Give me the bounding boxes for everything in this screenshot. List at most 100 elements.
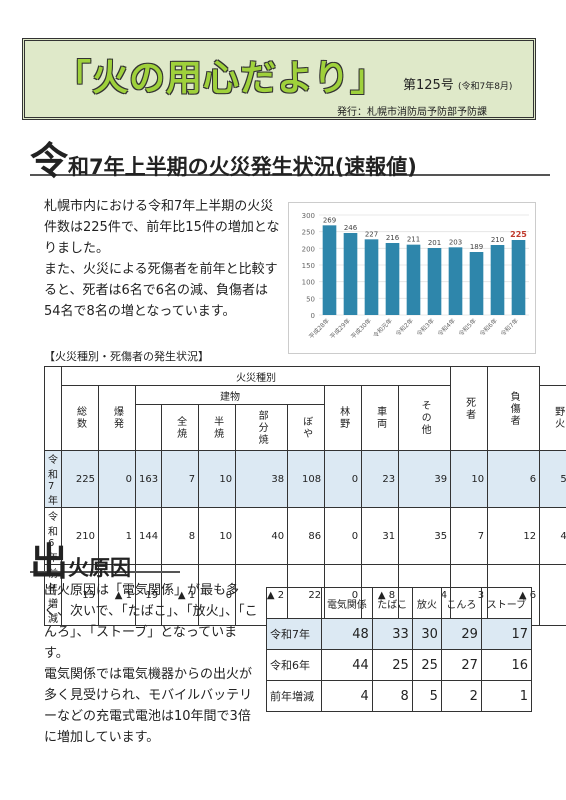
table-cell: 39 [398, 450, 452, 508]
table-cell: 25 [371, 649, 413, 681]
table-cell: 23 [361, 450, 400, 508]
bar [385, 243, 400, 315]
section1-paragraph1: 札幌市内における令和7年上半期の火災件数は225件で、前年比15件の増加となりま… [44, 199, 280, 256]
section2-text: 出火原因は「電気関係」が最も多く、次いで、「たばこ」、「放火」、「こんろ」、「ス… [44, 580, 259, 748]
section1-paragraph2: また、火災による死傷者を前年と比較すると、死者は6名で6名の減、負傷者は54名で… [44, 262, 278, 319]
table-cell: 16 [480, 649, 533, 681]
issue-date: (令和7年8月) [457, 82, 513, 92]
data-label: 227 [365, 230, 378, 238]
table1-h-half: 半焼 [198, 404, 237, 451]
table-cell: 0 [324, 507, 363, 565]
y-tick-label: 300 [302, 212, 315, 220]
table-cell: 35 [398, 507, 452, 565]
table1-h-partial: 部分焼 [235, 404, 289, 451]
column-header: たばこ [371, 587, 413, 619]
table-cell: 30 [411, 618, 442, 650]
table-cell: 8 [161, 507, 200, 565]
header-banner: 「火の用心だより」 第125号 (令和7年8月) 発行：札幌市消防局予防部予防課 [22, 38, 536, 120]
column-header: ストーブ [480, 587, 533, 619]
row-label: 令和7年 [265, 618, 323, 650]
column-header: 放火 [411, 587, 442, 619]
bar [406, 244, 421, 315]
table-row: 令和7年2250163710381080233910654 [44, 450, 566, 508]
y-tick-label: 50 [306, 295, 315, 303]
y-tick-label: 200 [302, 245, 315, 253]
section2-paragraph1: 出火原因は「電気関係」が最も多く、次いで、「たばこ」、「放火」、「こんろ」、「ス… [44, 583, 258, 661]
publisher: 発行：札幌市消防局予防部予防課 [337, 107, 487, 118]
row-label: 令和6年 [44, 507, 62, 565]
row-label: 令和7年 [44, 450, 62, 508]
row-label: 令和6年 [265, 649, 323, 681]
table-cell: 29 [440, 618, 482, 650]
x-tick-label: 平成29年 [328, 317, 352, 341]
x-tick-label: 令和5年 [457, 317, 478, 338]
table-cell: 54 [539, 450, 566, 508]
bar [343, 233, 358, 315]
table-cell: 210 [61, 507, 99, 565]
issue-label: 第125号 [403, 78, 454, 93]
table1-building-total-hdr [134, 404, 163, 451]
table-cell: 2 [440, 680, 482, 712]
table-cell: 144 [134, 507, 163, 565]
section1-text: 札幌市内における令和7年上半期の火災件数は225件で、前年比15件の増加となりま… [44, 196, 284, 322]
fire-cause-table: 電気関係 たばこ 放火 こんろ ストーブ 令和7年 48 33 30 29 17 令和6年 44 25 2… [265, 587, 533, 712]
table1-corner [44, 366, 62, 451]
x-tick-label: 令和3年 [415, 317, 436, 338]
table1-h-vehicle: 車両 [361, 385, 400, 451]
column-header: 電気関係 [321, 587, 373, 619]
x-tick-label: 令和4年 [436, 317, 457, 338]
table-cell: 86 [287, 507, 326, 565]
table-cell: 27 [440, 649, 482, 681]
x-tick-label: 令和元年 [371, 317, 394, 340]
table-row: 前年増減 4 8 5 2 1 [265, 680, 533, 712]
table1-caption: 【火災種別・死傷者の発生状況】 [44, 350, 209, 363]
table-cell: 8 [371, 680, 413, 712]
table-cell: 40 [235, 507, 289, 565]
data-label: 246 [344, 224, 358, 232]
x-tick-label: 令和7年 [499, 317, 520, 338]
table1-h-dead: 死者 [450, 366, 489, 451]
table-cell: 163 [134, 450, 163, 508]
table2-body: 令和7年 48 33 30 29 17 令和6年 44 25 25 27 16 前年増減 4 8 5 2 1 [265, 618, 533, 712]
data-label: 201 [428, 239, 441, 247]
x-tick-label: 平成28年 [307, 317, 331, 341]
table-cell: 6 [487, 450, 541, 508]
y-tick-label: 100 [302, 279, 315, 287]
data-label: 269 [323, 216, 336, 224]
table-row: 令和7年 48 33 30 29 17 [265, 618, 533, 650]
table1-h-building: 建物 [134, 385, 326, 405]
table1-h-field: 野火 [539, 385, 566, 451]
x-tick-label: 令和6年 [478, 317, 499, 338]
section2-title: 火原因 [68, 556, 132, 580]
row-label: 前年増減 [265, 680, 323, 712]
table-cell: 108 [287, 450, 326, 508]
table1-h-total: 総数 [61, 385, 99, 451]
bar [448, 247, 463, 315]
table-cell: 1 [480, 680, 533, 712]
row-label: 前年増減 [44, 564, 62, 626]
section2-paragraph2: 電気関係では電気機器からの出火が多く見受けられ、モバイルバッテリーなどの充電式電… [44, 667, 253, 745]
data-label: 216 [386, 234, 400, 242]
section1-title: 和7年上半期の火災発生状況(速報値) [68, 155, 417, 179]
y-tick-label: 150 [302, 262, 315, 270]
table-cell: 7 [161, 450, 200, 508]
bar [427, 248, 442, 315]
data-label: 225 [510, 230, 527, 239]
column-header: こんろ [440, 587, 482, 619]
x-tick-label: 平成30年 [349, 317, 373, 341]
data-label: 210 [491, 236, 504, 244]
table-cell: 15 [61, 564, 99, 626]
table-cell: 225 [61, 450, 99, 508]
table1-h-other: その他 [398, 385, 452, 451]
table-cell: 0 [98, 450, 136, 508]
table1-h-fire-type: 火災種別 [60, 366, 452, 386]
table-cell: 7 [450, 507, 489, 565]
x-tick-label: 令和2年 [394, 317, 415, 338]
table-cell: 48 [321, 618, 373, 650]
table-cell: 5 [411, 680, 442, 712]
table-cell: 8 [539, 564, 566, 626]
table1-h-explosion: 爆発 [98, 385, 136, 451]
table2-header-row: 電気関係 たばこ 放火 こんろ ストーブ [265, 587, 533, 619]
bar [511, 240, 526, 315]
bar [322, 225, 337, 315]
